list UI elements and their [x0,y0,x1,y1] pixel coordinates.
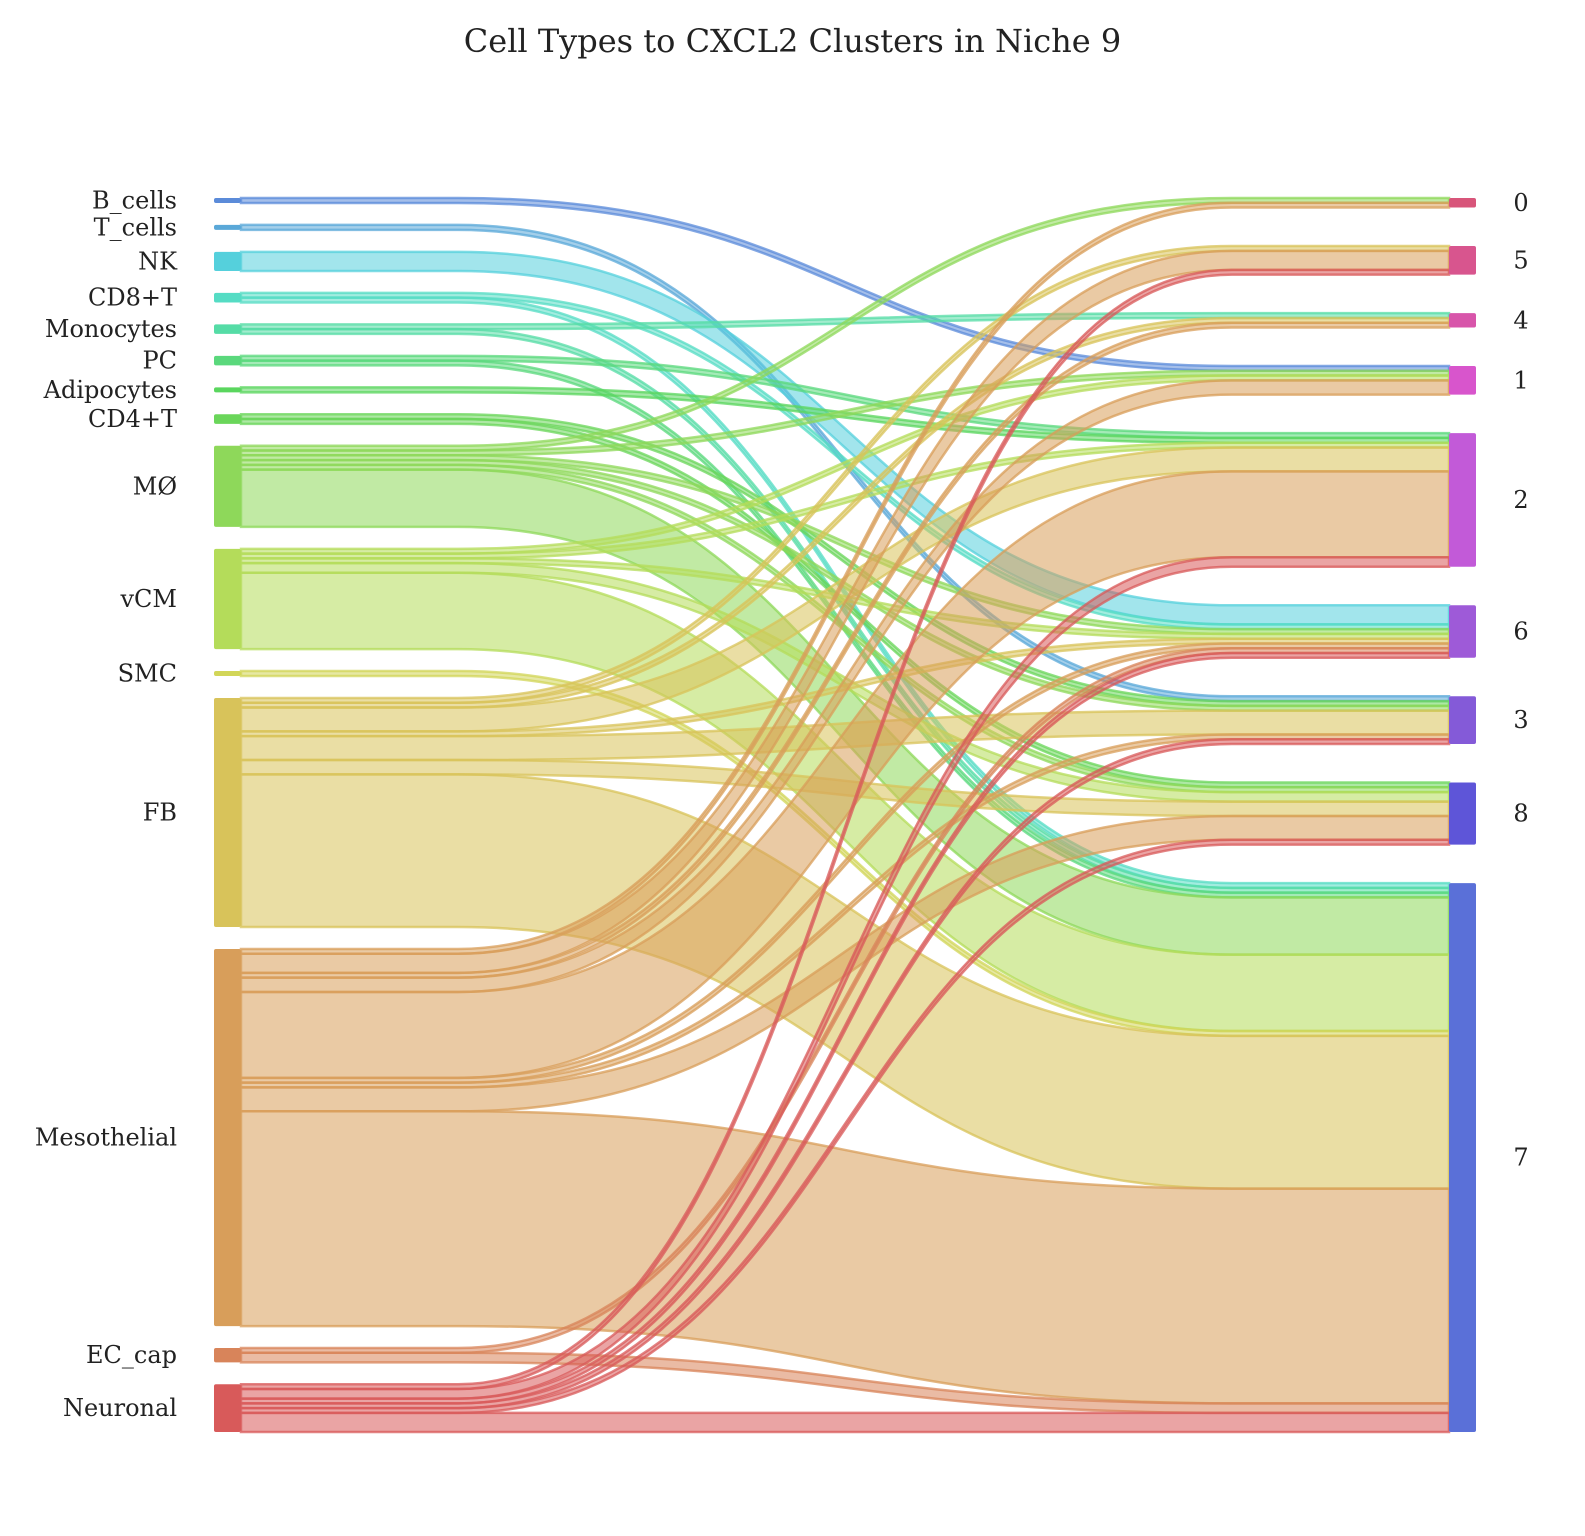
target-label-4: 4 [1513,306,1528,334]
source-label-EC_cap: EC_cap [86,1341,177,1369]
link-Neuronal-to-3 [239,738,1451,1410]
source-label-NK: NK [138,247,178,275]
source-node-B_cells [214,198,241,203]
source-node-MØ [214,445,241,527]
link-Mesothelial-to-1 [239,379,1451,994]
source-label-Mesothelial: Mesothelial [35,1124,177,1152]
target-node-2 [1449,433,1476,567]
source-label-B_cells: B_cells [92,187,177,215]
link-Neuronal-to-8 [239,838,1451,1415]
links-layer [239,196,1451,1434]
source-node-SMC [214,671,241,677]
target-node-7 [1449,883,1476,1432]
link-Neuronal-to-2 [239,555,1451,1400]
target-node-5 [1449,246,1476,275]
source-label-CD4+T: CD4+T [88,405,177,433]
target-node-0 [1449,198,1476,208]
link-Neuronal-to-6 [239,651,1451,1405]
source-node-Adipocytes [214,387,241,393]
source-node-T_cells [214,224,241,230]
source-node-Neuronal [214,1384,241,1432]
source-node-NK [214,251,241,271]
target-node-8 [1449,782,1476,845]
source-label-vCM: vCM [120,585,178,613]
source-node-PC [214,355,241,366]
source-label-CD8+T: CD8+T [88,284,177,312]
link-Neuronal-to-7 [239,1411,1451,1434]
source-label-SMC: SMC [118,660,177,688]
target-label-2: 2 [1513,486,1528,514]
link-Mesothelial-to-4 [239,321,1451,979]
source-node-vCM [214,548,241,650]
target-label-7: 7 [1513,1144,1528,1172]
source-node-Monocytes [214,324,241,334]
target-label-3: 3 [1513,706,1528,734]
chart-title: Cell Types to CXCL2 Clusters in Niche 9 [463,22,1122,60]
target-label-6: 6 [1513,618,1528,646]
target-label-5: 5 [1513,246,1528,274]
source-node-EC_cap [214,1348,241,1363]
target-node-3 [1449,696,1476,745]
source-node-CD8+T [214,292,241,303]
nodes-layer [214,198,1476,1432]
source-label-T_cells: T_cells [94,213,177,241]
source-label-Monocytes: Monocytes [45,315,177,343]
source-node-CD4+T [214,414,241,424]
target-node-6 [1449,605,1476,658]
source-label-Neuronal: Neuronal [63,1394,177,1422]
target-node-1 [1449,366,1476,395]
source-node-FB [214,697,241,928]
target-label-8: 8 [1513,800,1528,828]
source-label-FB: FB [143,799,177,827]
source-label-Adipocytes: Adipocytes [43,376,177,404]
source-label-MØ: MØ [133,472,177,500]
target-node-4 [1449,313,1476,328]
link-Neuronal-to-5 [239,268,1451,1391]
source-node-Mesothelial [214,948,241,1327]
source-label-PC: PC [142,347,177,375]
target-label-1: 1 [1513,366,1528,394]
target-label-0: 0 [1513,189,1528,217]
link-Mesothelial-to-0 [239,201,1451,956]
